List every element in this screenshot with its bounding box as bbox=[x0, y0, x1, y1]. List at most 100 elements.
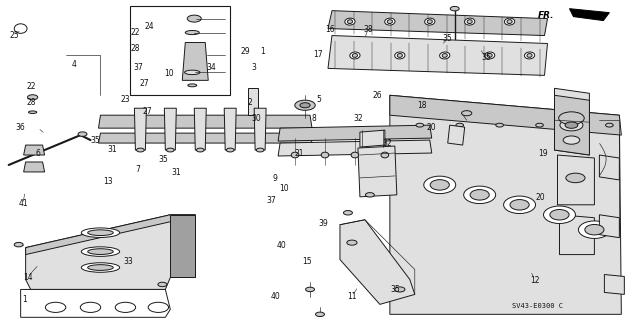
Circle shape bbox=[45, 302, 66, 312]
Ellipse shape bbox=[465, 18, 475, 25]
Text: 6: 6 bbox=[35, 149, 40, 158]
Circle shape bbox=[14, 242, 23, 247]
Text: 2: 2 bbox=[248, 98, 252, 107]
Ellipse shape bbox=[321, 152, 329, 158]
Text: 15: 15 bbox=[303, 257, 312, 266]
Ellipse shape bbox=[353, 54, 358, 57]
Circle shape bbox=[365, 193, 374, 197]
Circle shape bbox=[347, 240, 357, 245]
Circle shape bbox=[559, 112, 584, 124]
Ellipse shape bbox=[81, 263, 120, 272]
Text: 37: 37 bbox=[133, 63, 143, 72]
Text: 16: 16 bbox=[324, 25, 334, 34]
Ellipse shape bbox=[550, 210, 569, 220]
Polygon shape bbox=[182, 42, 208, 80]
Circle shape bbox=[136, 148, 144, 152]
Text: 35: 35 bbox=[390, 285, 400, 294]
Text: 41: 41 bbox=[18, 199, 28, 208]
Text: 26: 26 bbox=[372, 92, 382, 100]
Text: 23: 23 bbox=[120, 95, 130, 104]
Polygon shape bbox=[24, 145, 45, 155]
Circle shape bbox=[256, 148, 264, 152]
Polygon shape bbox=[600, 155, 620, 180]
Polygon shape bbox=[360, 130, 385, 147]
Circle shape bbox=[536, 123, 543, 127]
Ellipse shape bbox=[81, 228, 120, 237]
Circle shape bbox=[316, 312, 324, 316]
Circle shape bbox=[450, 6, 459, 11]
Polygon shape bbox=[328, 35, 547, 75]
Text: 27: 27 bbox=[140, 79, 149, 88]
Ellipse shape bbox=[440, 52, 450, 59]
Ellipse shape bbox=[395, 52, 405, 59]
Text: FR.: FR. bbox=[538, 11, 554, 20]
Text: 3: 3 bbox=[252, 63, 257, 72]
Text: 9: 9 bbox=[273, 174, 278, 183]
Text: 5: 5 bbox=[316, 95, 321, 104]
Text: 4: 4 bbox=[72, 60, 77, 69]
Text: 37: 37 bbox=[266, 196, 276, 205]
Text: 17: 17 bbox=[313, 50, 323, 59]
Ellipse shape bbox=[184, 70, 200, 75]
Text: 13: 13 bbox=[103, 177, 113, 186]
Polygon shape bbox=[24, 162, 45, 172]
Text: 29: 29 bbox=[241, 47, 250, 56]
Circle shape bbox=[456, 123, 463, 127]
Ellipse shape bbox=[188, 84, 196, 87]
Polygon shape bbox=[554, 95, 589, 155]
Polygon shape bbox=[164, 108, 176, 150]
Polygon shape bbox=[278, 140, 432, 156]
Text: 10: 10 bbox=[279, 184, 289, 193]
Polygon shape bbox=[195, 108, 206, 150]
Text: 20: 20 bbox=[536, 193, 545, 202]
Text: 35: 35 bbox=[159, 155, 168, 164]
Circle shape bbox=[605, 123, 613, 127]
Text: 11: 11 bbox=[347, 292, 356, 300]
Text: 21: 21 bbox=[295, 149, 304, 158]
Ellipse shape bbox=[470, 189, 489, 200]
Ellipse shape bbox=[185, 31, 199, 35]
Text: 38: 38 bbox=[363, 25, 372, 34]
Text: 14: 14 bbox=[22, 272, 33, 281]
Ellipse shape bbox=[351, 152, 359, 158]
Polygon shape bbox=[248, 88, 258, 115]
Polygon shape bbox=[604, 274, 625, 294]
Text: 20: 20 bbox=[427, 123, 436, 132]
Circle shape bbox=[566, 173, 585, 183]
Ellipse shape bbox=[524, 52, 534, 59]
Text: 22: 22 bbox=[27, 82, 36, 91]
Circle shape bbox=[300, 103, 310, 108]
Circle shape bbox=[148, 302, 168, 312]
Polygon shape bbox=[224, 108, 236, 150]
Ellipse shape bbox=[543, 206, 575, 224]
Text: 33: 33 bbox=[124, 257, 133, 266]
Circle shape bbox=[575, 123, 583, 127]
Polygon shape bbox=[134, 108, 147, 150]
Text: 30: 30 bbox=[252, 114, 261, 123]
Ellipse shape bbox=[291, 152, 299, 158]
Ellipse shape bbox=[345, 18, 355, 25]
Text: 24: 24 bbox=[145, 22, 154, 31]
Polygon shape bbox=[340, 220, 415, 304]
Polygon shape bbox=[99, 115, 312, 128]
Text: 7: 7 bbox=[136, 165, 140, 174]
Text: 35: 35 bbox=[443, 34, 452, 43]
Ellipse shape bbox=[424, 18, 435, 25]
Polygon shape bbox=[448, 125, 465, 145]
Ellipse shape bbox=[467, 20, 472, 24]
Circle shape bbox=[196, 148, 204, 152]
Polygon shape bbox=[554, 88, 589, 155]
Ellipse shape bbox=[510, 200, 529, 210]
Polygon shape bbox=[358, 146, 397, 197]
Ellipse shape bbox=[504, 196, 536, 213]
Ellipse shape bbox=[381, 152, 388, 158]
Polygon shape bbox=[559, 215, 595, 255]
Text: 36: 36 bbox=[15, 123, 25, 132]
Text: 32: 32 bbox=[353, 114, 363, 123]
Ellipse shape bbox=[28, 111, 36, 114]
Circle shape bbox=[80, 302, 100, 312]
Ellipse shape bbox=[88, 249, 113, 255]
Text: 1: 1 bbox=[22, 295, 28, 304]
Text: SV43-E0300 C: SV43-E0300 C bbox=[511, 303, 563, 308]
Text: 31: 31 bbox=[172, 168, 181, 177]
